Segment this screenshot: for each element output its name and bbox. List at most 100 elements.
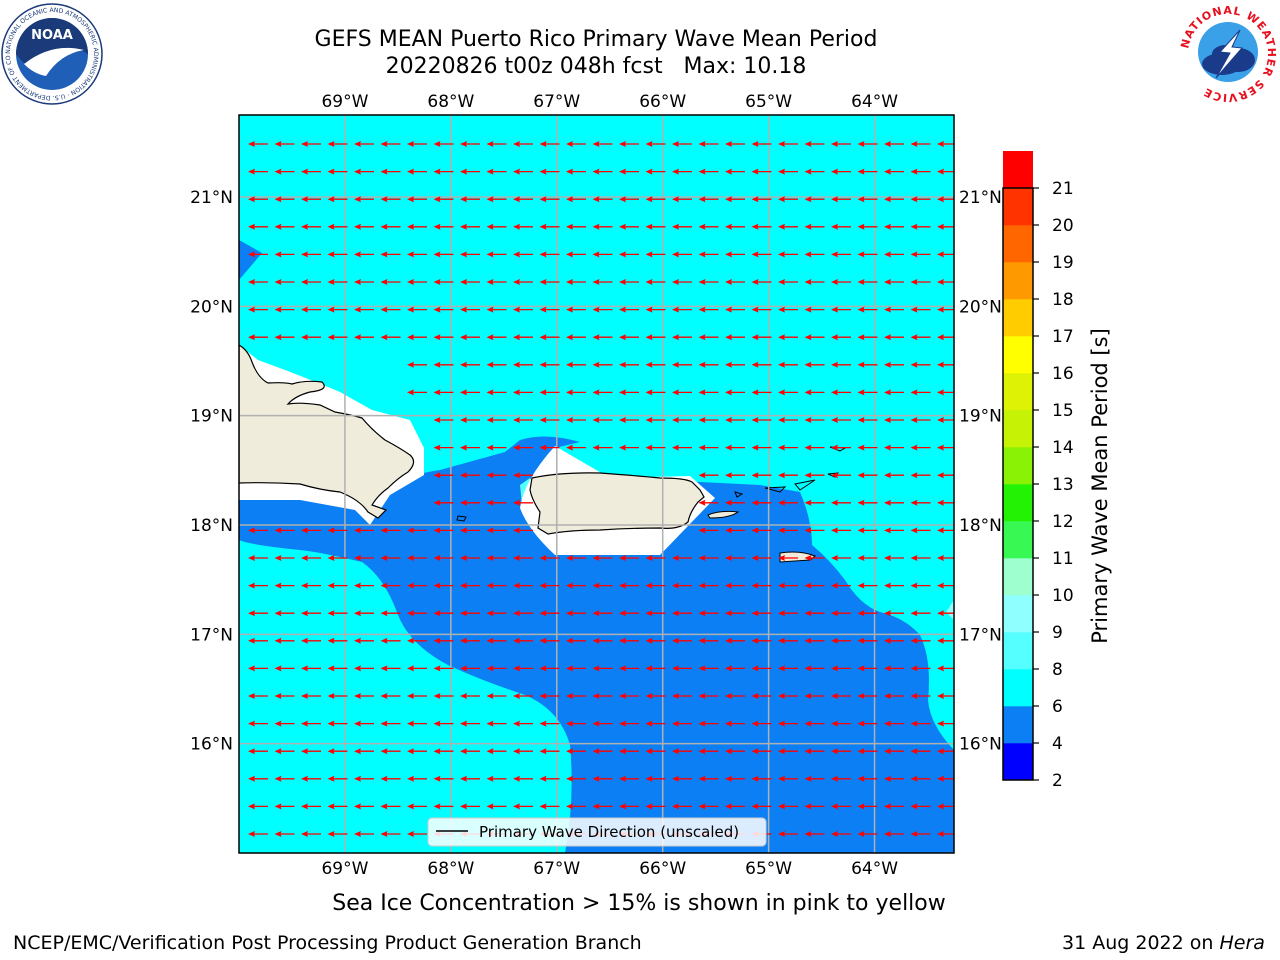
colorbar-tick-label: 14 — [1052, 438, 1074, 458]
wave-arrow — [513, 141, 533, 147]
wave-arrow — [592, 803, 613, 810]
wave-arrow — [539, 693, 560, 699]
wave-arrow — [513, 472, 533, 479]
latitude-label: 17°N — [190, 625, 233, 645]
colorbar-tick-label: 21 — [1052, 179, 1074, 199]
wave-arrow — [672, 582, 692, 589]
wave-arrow — [592, 748, 613, 755]
wave-arrow — [513, 803, 533, 810]
wave-arrow — [274, 803, 295, 810]
wave-arrow — [513, 279, 533, 285]
wave-arrow — [937, 610, 954, 617]
wave-arrow — [937, 334, 954, 341]
wave-arrow — [354, 223, 374, 230]
wave-arrow — [804, 610, 825, 617]
wave-arrow — [645, 196, 666, 203]
wave-arrow — [857, 499, 878, 506]
wave-arrow — [460, 389, 480, 396]
wave-arrow — [433, 417, 454, 423]
wave-arrow — [884, 693, 904, 699]
wave-arrow — [486, 499, 507, 506]
wave-arrow — [778, 223, 798, 230]
wave-arrow — [884, 472, 904, 479]
colorbar-segment — [1003, 299, 1033, 337]
wave-arrow — [407, 334, 427, 341]
wave-arrow — [513, 196, 533, 203]
wave-arrow — [301, 582, 321, 589]
wave-arrow — [937, 472, 954, 479]
wave-arrow — [539, 196, 560, 203]
wave-arrow — [645, 748, 666, 755]
wave-arrow — [539, 720, 560, 727]
wave-arrow — [248, 555, 268, 561]
wave-arrow — [407, 720, 427, 727]
wave-arrow — [698, 637, 719, 644]
wave-arrow — [804, 417, 825, 423]
wave-arrow — [831, 748, 851, 755]
wave-arrow — [751, 803, 772, 810]
wave-arrow — [248, 196, 268, 203]
noaa-wordmark: NOAA — [31, 28, 73, 43]
wave-arrow — [566, 610, 586, 617]
wave-arrow — [513, 610, 533, 617]
wave-arrow — [645, 279, 666, 285]
wave-arrow — [751, 582, 772, 589]
wave-arrow — [725, 803, 745, 810]
wave-arrow — [380, 775, 401, 782]
wave-arrow — [725, 775, 745, 782]
wave-arrow — [937, 637, 954, 644]
wave-arrow — [327, 665, 348, 672]
wave-arrow — [301, 610, 321, 617]
latitude-label: 21°N — [190, 188, 233, 208]
wave-arrow — [513, 693, 533, 699]
wave-arrow — [539, 665, 560, 672]
wave-arrow — [937, 223, 954, 230]
colorbar-tick-label: 8 — [1052, 660, 1063, 680]
wave-arrow — [910, 803, 931, 810]
wave-arrow — [831, 251, 851, 258]
wave-arrow — [831, 196, 851, 203]
wave-arrow — [592, 444, 613, 451]
machine-name: Hera — [1219, 932, 1265, 954]
wave-arrow — [433, 472, 454, 479]
wave-arrow — [831, 361, 851, 368]
wave-arrow — [619, 444, 639, 451]
wave-arrow — [354, 803, 374, 810]
wave-arrow — [831, 444, 851, 451]
wave-arrow — [645, 334, 666, 341]
wave-arrow — [354, 775, 374, 782]
wave-arrow — [513, 665, 533, 672]
wave-arrow — [751, 693, 772, 699]
latitude-label: 18°N — [190, 516, 233, 536]
wave-arrow — [592, 665, 613, 672]
wave-arrow — [778, 444, 798, 451]
colorbar-tick-label: 6 — [1052, 697, 1063, 717]
wave-arrow — [857, 334, 878, 341]
wave-arrow — [486, 720, 507, 727]
wave-arrow — [857, 306, 878, 313]
wave-arrow — [486, 775, 507, 782]
wave-arrow — [566, 637, 586, 644]
wave-arrow — [857, 141, 878, 147]
wave-arrow — [937, 582, 954, 589]
wave-arrow — [327, 637, 348, 644]
wave-arrow — [380, 582, 401, 589]
wave-arrow — [354, 637, 374, 644]
wave-arrow — [460, 803, 480, 810]
wave-arrow — [698, 472, 719, 479]
wave-arrow — [725, 279, 745, 285]
wave-arrow — [301, 527, 321, 534]
wave-arrow — [592, 610, 613, 617]
wave-arrow — [884, 444, 904, 451]
wave-arrow — [566, 168, 586, 175]
longitude-label: 69°W — [321, 92, 368, 112]
colorbar-tick-label: 9 — [1052, 623, 1063, 643]
wave-arrow — [592, 637, 613, 644]
colorbar-tick-label: 17 — [1052, 327, 1074, 347]
wave-arrow — [486, 141, 507, 147]
wave-arrow — [460, 720, 480, 727]
wave-arrow — [910, 472, 931, 479]
wave-arrow — [539, 306, 560, 313]
wave-arrow — [884, 803, 904, 810]
wave-arrow — [884, 665, 904, 672]
